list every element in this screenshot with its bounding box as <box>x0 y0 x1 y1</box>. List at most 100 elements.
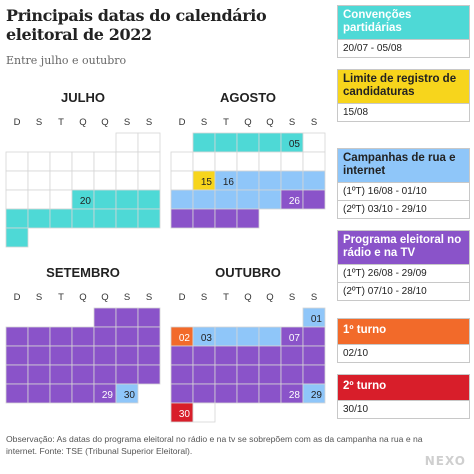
chart-subtitle: Entre julho e outubro <box>6 54 127 67</box>
day-cell <box>5 383 29 404</box>
day-cell <box>302 132 326 153</box>
day-cell <box>236 326 260 347</box>
weekday-header: S <box>201 117 207 128</box>
day-cell <box>5 208 29 229</box>
day-cell <box>71 364 95 385</box>
day-cell <box>115 326 139 347</box>
chart-title: Principais datas do calendário eleitoral… <box>6 6 267 44</box>
day-cell <box>170 345 194 366</box>
day-cell <box>214 132 238 153</box>
legend-date: 02/10 <box>338 344 469 362</box>
day-cell <box>258 170 282 191</box>
day-cell <box>302 345 326 366</box>
day-cell <box>137 326 161 347</box>
weekday-header: S <box>311 117 317 128</box>
day-cell <box>302 189 326 210</box>
day-label: 07 <box>289 333 301 344</box>
day-cell <box>27 208 51 229</box>
day-cell <box>27 326 51 347</box>
day-cell <box>258 189 282 210</box>
weekday-header: S <box>289 117 295 128</box>
day-cell <box>192 402 216 423</box>
day-cell <box>93 326 117 347</box>
day-cell <box>236 189 260 210</box>
legend-item-convencoes: Convenções partidárias 20/07 - 05/08 <box>337 5 470 58</box>
weekday-header: Q <box>244 117 251 128</box>
nexo-logo: NEXO <box>424 454 466 468</box>
day-cell <box>5 326 29 347</box>
day-cell <box>71 345 95 366</box>
day-cell <box>170 189 194 210</box>
day-cell <box>49 208 73 229</box>
day-cell <box>115 208 139 229</box>
weekday-header: S <box>289 292 295 303</box>
day-cell <box>137 170 161 191</box>
day-cell <box>115 170 139 191</box>
day-label: 26 <box>289 196 301 207</box>
weekday-header: Q <box>266 117 273 128</box>
day-cell <box>302 170 326 191</box>
day-cell <box>71 170 95 191</box>
weekday-header: T <box>223 117 229 128</box>
day-cell <box>71 208 95 229</box>
day-label: 02 <box>179 333 191 344</box>
day-cell <box>49 151 73 172</box>
day-cell <box>137 151 161 172</box>
day-cell <box>192 345 216 366</box>
day-cell <box>93 345 117 366</box>
day-label: 03 <box>201 333 213 344</box>
day-cell <box>258 132 282 153</box>
day-cell <box>137 345 161 366</box>
day-cell <box>27 383 51 404</box>
day-cell <box>258 151 282 172</box>
day-cell <box>214 326 238 347</box>
day-cell <box>170 383 194 404</box>
weekday-header: D <box>14 117 21 128</box>
day-cell <box>115 151 139 172</box>
day-cell <box>214 189 238 210</box>
day-cell <box>115 307 139 328</box>
day-cell <box>214 364 238 385</box>
day-cell <box>236 170 260 191</box>
day-cell <box>93 208 117 229</box>
day-cell <box>258 383 282 404</box>
day-cell <box>258 364 282 385</box>
day-cell <box>236 345 260 366</box>
legend-label: 1º turno <box>338 319 469 344</box>
day-cell <box>93 364 117 385</box>
legend-item-programa: Programa eleitoral no rádio e na TV (1ºT… <box>337 230 470 301</box>
day-cell <box>49 383 73 404</box>
month-title: JULHO <box>61 90 105 105</box>
day-cell <box>137 364 161 385</box>
day-cell <box>93 307 117 328</box>
weekday-header: D <box>179 292 186 303</box>
day-label: 29 <box>311 390 323 401</box>
day-label: 15 <box>201 177 213 188</box>
legend-date: 30/10 <box>338 400 469 418</box>
day-cell <box>280 345 304 366</box>
day-label: 29 <box>102 390 114 401</box>
weekday-header: T <box>58 117 64 128</box>
day-cell <box>236 364 260 385</box>
legend-date: 20/07 - 05/08 <box>338 39 469 57</box>
legend-item-turno1: 1º turno 02/10 <box>337 318 470 363</box>
day-label: 05 <box>289 139 301 150</box>
day-cell <box>214 345 238 366</box>
day-cell <box>115 364 139 385</box>
day-cell <box>49 170 73 191</box>
day-cell <box>192 383 216 404</box>
day-cell <box>280 170 304 191</box>
day-cell <box>93 170 117 191</box>
day-cell <box>170 170 194 191</box>
legend-label: 2º turno <box>338 375 469 400</box>
weekday-header: Q <box>101 292 108 303</box>
weekday-header: Q <box>244 292 251 303</box>
day-cell <box>27 364 51 385</box>
day-label: 28 <box>289 390 301 401</box>
day-cell <box>280 364 304 385</box>
weekday-header: Q <box>79 117 86 128</box>
weekday-header: S <box>124 292 130 303</box>
day-label: 01 <box>311 314 323 325</box>
day-cell <box>5 345 29 366</box>
day-cell <box>27 189 51 210</box>
